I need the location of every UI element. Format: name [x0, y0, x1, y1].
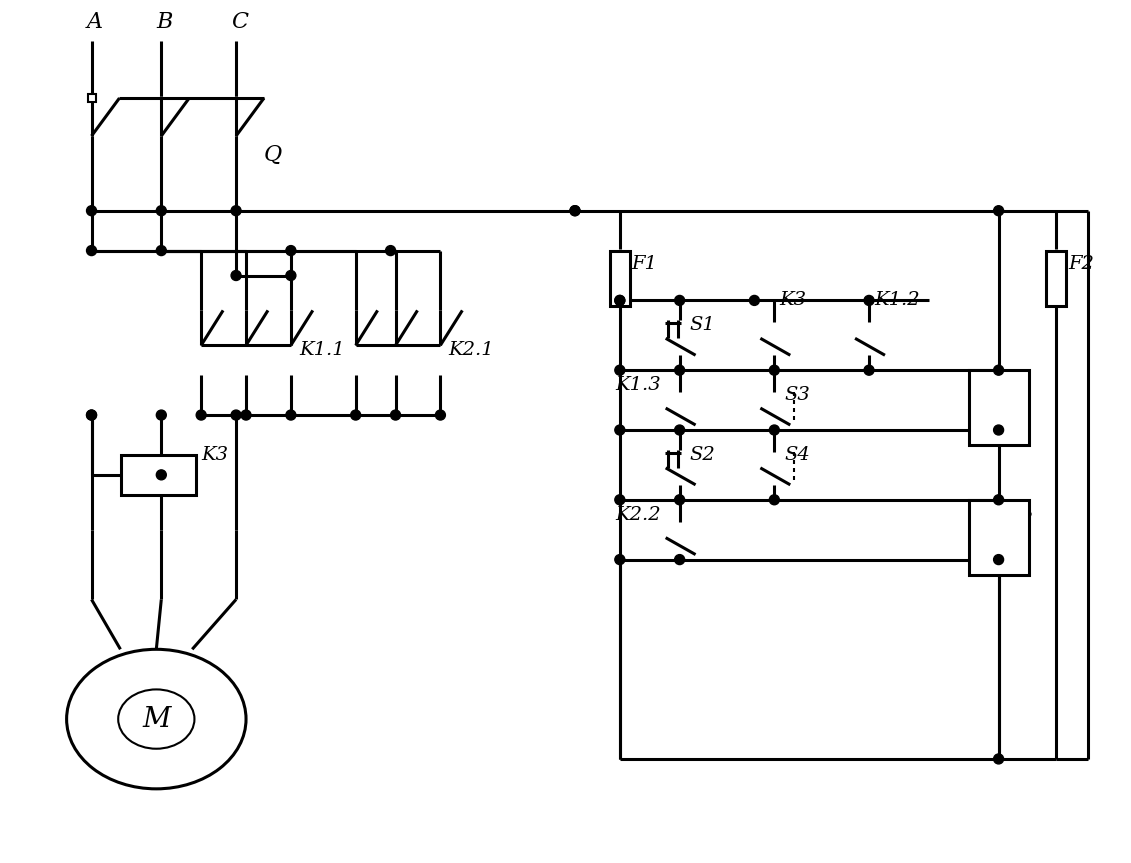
Circle shape — [196, 410, 206, 420]
Circle shape — [386, 246, 396, 255]
Circle shape — [994, 425, 1003, 435]
Circle shape — [570, 205, 580, 216]
Circle shape — [675, 555, 684, 564]
Circle shape — [87, 205, 96, 216]
Circle shape — [156, 246, 166, 255]
Circle shape — [675, 365, 684, 375]
Text: M: M — [143, 706, 171, 733]
Bar — [87, 94, 95, 102]
Circle shape — [435, 410, 446, 420]
Circle shape — [615, 555, 624, 564]
Ellipse shape — [67, 649, 247, 789]
Circle shape — [390, 410, 400, 420]
Circle shape — [286, 246, 296, 255]
Circle shape — [87, 410, 96, 420]
Circle shape — [231, 270, 241, 280]
Circle shape — [769, 365, 779, 375]
Circle shape — [231, 205, 241, 216]
Ellipse shape — [119, 690, 195, 749]
Bar — [968, 500, 1028, 575]
Circle shape — [675, 295, 684, 306]
Text: K1.2: K1.2 — [874, 292, 920, 310]
Text: F1: F1 — [632, 255, 657, 273]
Text: A: A — [87, 11, 103, 34]
Text: S4: S4 — [784, 446, 810, 464]
Circle shape — [87, 410, 96, 420]
Text: Q: Q — [264, 144, 283, 166]
Circle shape — [156, 205, 166, 216]
Text: K2.2: K2.2 — [615, 506, 661, 524]
Circle shape — [994, 365, 1003, 375]
Circle shape — [615, 365, 624, 375]
Circle shape — [675, 494, 684, 505]
Text: S1: S1 — [690, 317, 715, 334]
Circle shape — [615, 425, 624, 435]
Circle shape — [351, 410, 361, 420]
Circle shape — [994, 555, 1003, 564]
Text: F2: F2 — [1069, 255, 1095, 273]
Circle shape — [675, 425, 684, 435]
Text: K3: K3 — [201, 446, 228, 464]
Circle shape — [769, 425, 779, 435]
Text: K3: K3 — [779, 292, 806, 310]
Text: K1.1: K1.1 — [299, 341, 345, 359]
Bar — [1046, 251, 1067, 306]
Circle shape — [615, 295, 624, 306]
Bar — [968, 370, 1028, 445]
Circle shape — [615, 494, 624, 505]
Circle shape — [750, 295, 759, 306]
Text: K2.1: K2.1 — [448, 341, 494, 359]
Circle shape — [286, 410, 296, 420]
Circle shape — [87, 246, 96, 255]
Text: K2: K2 — [1007, 511, 1034, 529]
Circle shape — [615, 295, 624, 306]
Circle shape — [231, 410, 241, 420]
Circle shape — [156, 410, 166, 420]
Circle shape — [241, 410, 251, 420]
Text: S3: S3 — [784, 386, 810, 404]
Bar — [121, 455, 196, 494]
Circle shape — [864, 365, 874, 375]
Text: B: B — [156, 11, 173, 34]
Text: K1: K1 — [1007, 381, 1034, 399]
Text: K1.3: K1.3 — [615, 376, 661, 394]
Circle shape — [994, 205, 1003, 216]
Text: S2: S2 — [690, 446, 715, 464]
Circle shape — [994, 754, 1003, 764]
Circle shape — [864, 295, 874, 306]
Circle shape — [156, 469, 166, 480]
Circle shape — [994, 494, 1003, 505]
Circle shape — [769, 494, 779, 505]
Circle shape — [286, 270, 296, 280]
Text: C: C — [231, 11, 248, 34]
Bar — [610, 251, 630, 306]
Circle shape — [570, 205, 580, 216]
